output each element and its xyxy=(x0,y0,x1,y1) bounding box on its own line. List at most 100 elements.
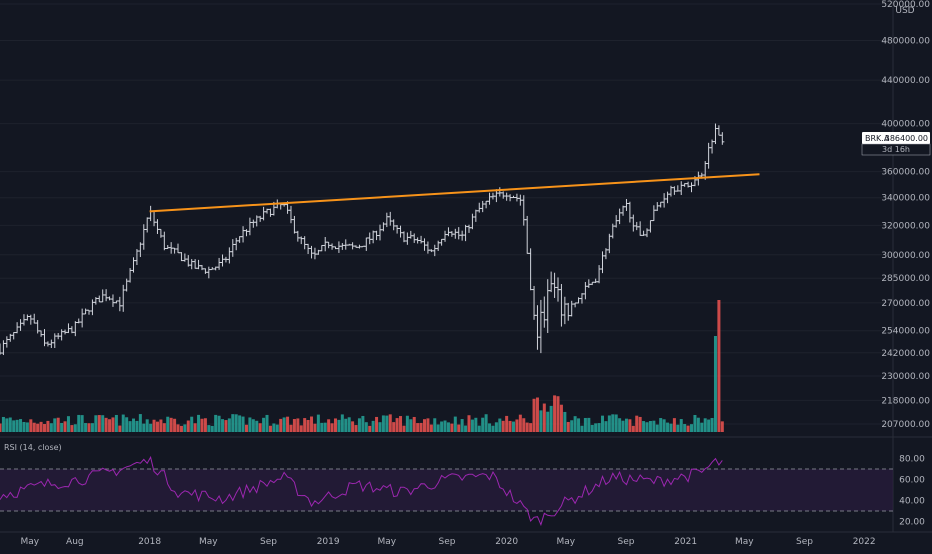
volume-bar xyxy=(515,419,519,432)
volume-bar xyxy=(84,423,88,432)
volume-bar xyxy=(419,422,423,432)
volume-bar xyxy=(604,421,608,432)
volume-bar xyxy=(152,419,156,432)
price-axis-label: 440000.00 xyxy=(881,76,930,86)
volume-bar xyxy=(364,422,368,432)
volume-bar xyxy=(532,398,536,432)
volume-bar xyxy=(546,411,550,432)
price-axis-label: 300000.00 xyxy=(881,251,930,261)
volume-bar xyxy=(210,425,214,432)
volume-bar xyxy=(642,421,646,432)
price-axis-label: 480000.00 xyxy=(881,36,930,46)
volume-bar xyxy=(371,420,375,432)
rsi-axis-label: 60.00 xyxy=(899,476,925,486)
time-axis-label: 2018 xyxy=(138,537,161,547)
rsi-legend-bg xyxy=(2,441,54,452)
price-axis-label: 270000.00 xyxy=(881,299,930,309)
volume-bar xyxy=(327,419,331,432)
volume-bar xyxy=(292,419,296,432)
volume-bar xyxy=(412,416,416,432)
volume-bar xyxy=(323,422,327,432)
volume-bar xyxy=(56,417,60,432)
volume-bar xyxy=(597,423,601,432)
volume-bar xyxy=(333,418,337,432)
volume-bar xyxy=(306,419,310,432)
currency-label: USD xyxy=(895,6,914,16)
time-axis-label: 2021 xyxy=(674,537,697,547)
rsi-line xyxy=(0,455,723,527)
volume-bar xyxy=(666,422,670,432)
volume-bar xyxy=(607,415,611,432)
volume-bar xyxy=(43,424,47,432)
volume-bar xyxy=(416,423,420,432)
volume-bar xyxy=(645,422,649,432)
volume-bar xyxy=(690,424,694,432)
volume-bar xyxy=(491,425,495,432)
volume-bar xyxy=(337,419,341,432)
volume-bar xyxy=(234,414,238,432)
volume-bar xyxy=(361,415,365,432)
volume-bar xyxy=(241,416,245,432)
volume-bar xyxy=(354,425,358,432)
volume-bar xyxy=(494,422,498,432)
volume-bar xyxy=(594,423,598,432)
volume-bar xyxy=(566,421,570,432)
price-axis-label: 230000.00 xyxy=(881,372,930,382)
volume-bar xyxy=(436,424,440,432)
volume-bar xyxy=(508,420,512,432)
volume-bar xyxy=(580,425,584,432)
volume-bar xyxy=(460,419,464,432)
volume-bar xyxy=(66,416,70,432)
symbol-price-tag[interactable]: BRK.A 386400.00 3d 16h xyxy=(861,132,931,156)
price-axis-label: 400000.00 xyxy=(881,120,930,130)
volume-bar xyxy=(388,414,392,432)
volume-bar xyxy=(169,417,173,432)
volume-bar xyxy=(173,418,177,432)
volume-bar xyxy=(111,417,115,432)
volume-bar xyxy=(601,415,605,432)
volume-bar xyxy=(197,414,201,432)
volume-bar xyxy=(539,410,543,432)
volume-bar xyxy=(145,419,149,432)
volume-bar xyxy=(238,415,242,432)
volume-bar xyxy=(529,423,533,432)
volume-bar xyxy=(638,416,642,432)
volume-bar xyxy=(717,300,721,432)
volume-bar xyxy=(73,424,77,432)
volume-bar xyxy=(340,414,344,432)
volume-bar xyxy=(36,423,40,432)
volume-bar xyxy=(221,419,225,432)
price-axis-label: 285000.00 xyxy=(881,274,930,284)
time-axis-label: Sep xyxy=(796,537,813,547)
volume-bar xyxy=(46,420,50,432)
volume-bar xyxy=(429,424,433,432)
time-axis-label: Aug xyxy=(66,537,84,547)
volume-bar xyxy=(214,414,218,432)
volume-bar xyxy=(357,418,361,432)
volume-bar xyxy=(676,424,680,432)
volume-bar xyxy=(635,415,639,432)
volume-bar xyxy=(190,416,194,432)
volume-bar xyxy=(381,415,385,432)
volume-bar xyxy=(275,424,279,432)
rsi-legend[interactable]: RSI (14, close) xyxy=(4,443,62,452)
volume-bar xyxy=(142,423,146,432)
time-axis-label: May xyxy=(557,537,576,547)
volume-bar xyxy=(446,422,450,432)
volume-bar xyxy=(672,418,676,432)
volume-bar xyxy=(80,415,84,432)
volume-bar xyxy=(392,422,396,432)
volume-bar xyxy=(255,420,259,432)
rsi-axis-label: 40.00 xyxy=(899,497,925,507)
volume-bar xyxy=(63,421,67,432)
volume-bar xyxy=(378,422,382,432)
volume-bar xyxy=(522,418,526,432)
last-price-label: 386400.00 xyxy=(885,134,928,143)
resistance-trendline[interactable] xyxy=(149,173,760,213)
volume-bar xyxy=(320,422,324,432)
time-axis-label: 2020 xyxy=(495,537,518,547)
volume-bar xyxy=(693,414,697,432)
